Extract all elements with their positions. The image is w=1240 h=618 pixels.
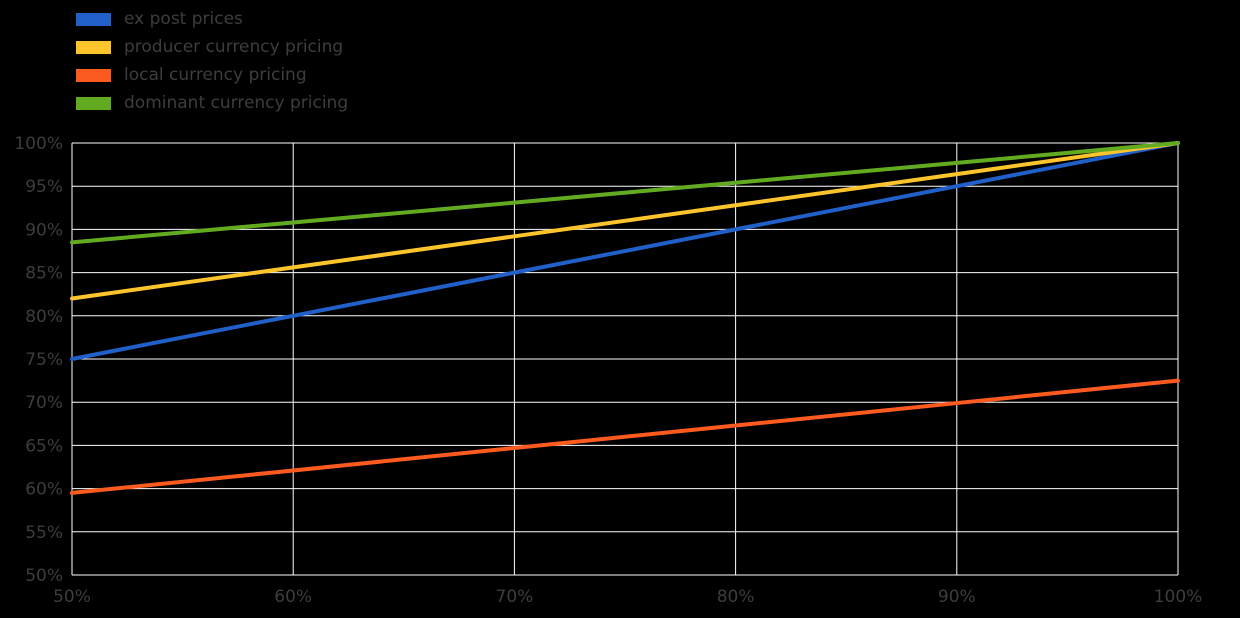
legend-item: local currency pricing — [76, 61, 348, 89]
y-tick-label: 95% — [25, 177, 63, 197]
y-tick-label: 75% — [25, 350, 63, 370]
x-tick-label: 70% — [496, 587, 534, 607]
legend: ex post prices producer currency pricing l… — [76, 5, 348, 117]
legend-item: producer currency pricing — [76, 33, 348, 61]
x-tick-label: 100% — [1154, 587, 1203, 607]
y-tick-label: 55% — [25, 523, 63, 543]
x-tick-label: 50% — [53, 587, 91, 607]
legend-label: producer currency pricing — [124, 36, 344, 57]
legend-swatch-icon — [76, 40, 111, 54]
y-tick-label: 80% — [25, 307, 63, 327]
legend-swatch-icon — [76, 96, 111, 110]
y-tick-label: 100% — [14, 134, 63, 154]
x-tick-label: 90% — [938, 587, 976, 607]
y-tick-label: 60% — [25, 480, 63, 500]
series-line-local-currency-pricing — [70, 378, 1180, 495]
legend-item: ex post prices — [76, 5, 348, 33]
series-line-ex-post-prices — [70, 141, 1180, 361]
legend-item: dominant currency pricing — [76, 89, 348, 117]
legend-swatch-icon — [76, 12, 111, 26]
y-tick-label: 70% — [25, 393, 63, 413]
series-line-dominant-currency-pricing — [70, 141, 1180, 245]
y-tick-label: 65% — [25, 436, 63, 456]
legend-label: ex post prices — [124, 8, 243, 29]
y-tick-label: 50% — [25, 566, 63, 586]
legend-label: local currency pricing — [124, 64, 307, 85]
legend-swatch-icon — [76, 68, 111, 82]
y-tick-label: 85% — [25, 264, 63, 284]
legend-label: dominant currency pricing — [124, 92, 349, 113]
x-tick-label: 60% — [274, 587, 312, 607]
series-line-producer-currency-pricing — [70, 141, 1180, 301]
x-tick-label: 80% — [717, 587, 755, 607]
y-tick-label: 90% — [25, 220, 63, 240]
